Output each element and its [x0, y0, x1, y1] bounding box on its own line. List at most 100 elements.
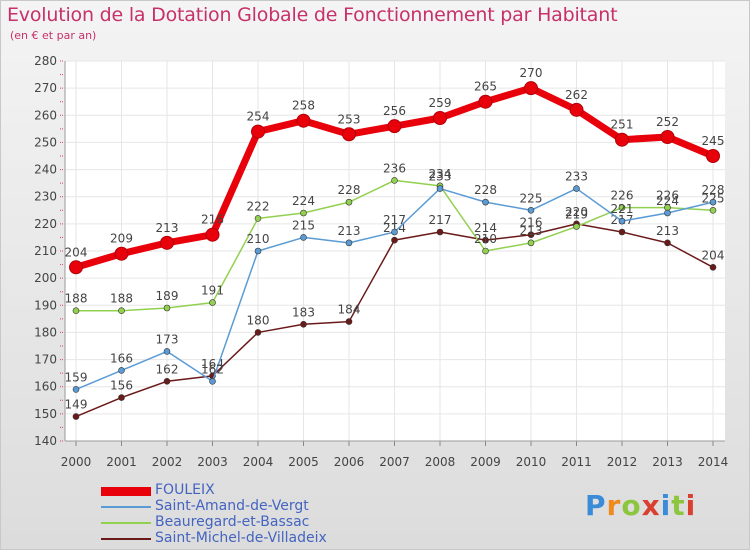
data-label: 254 — [247, 110, 270, 124]
data-point — [436, 228, 444, 236]
data-point — [709, 263, 717, 271]
data-label: 188 — [65, 292, 88, 306]
data-label: 256 — [383, 104, 406, 118]
data-point — [118, 307, 125, 315]
data-label: 209 — [110, 232, 133, 246]
x-tick-label: 2008 — [425, 455, 456, 469]
data-point — [573, 185, 580, 192]
data-point — [660, 130, 675, 144]
data-point — [345, 198, 353, 206]
x-tick-label: 2009 — [470, 455, 501, 469]
data-point — [391, 228, 398, 236]
data-point — [387, 119, 402, 134]
data-point — [300, 320, 307, 328]
data-point — [436, 185, 444, 192]
data-point — [342, 127, 356, 142]
x-tick-label: 2011 — [561, 455, 592, 469]
data-point — [615, 132, 629, 147]
data-point — [114, 246, 129, 261]
x-tick-label: 2000 — [61, 455, 92, 469]
data-label: 265 — [474, 80, 497, 94]
data-label: 216 — [520, 216, 543, 230]
logo-letter: t — [671, 489, 686, 522]
data-label: 162 — [201, 362, 224, 376]
data-label: 225 — [520, 191, 543, 205]
data-label: 149 — [65, 398, 88, 412]
legend-label: Saint-Michel-de-Villadeix — [155, 530, 327, 546]
data-label: 191 — [201, 284, 224, 298]
data-point — [709, 206, 717, 214]
x-tick-label: 2006 — [334, 455, 365, 469]
data-point — [391, 177, 398, 184]
data-point — [527, 239, 535, 247]
data-label: 184 — [338, 303, 361, 317]
data-label: 216 — [201, 213, 224, 227]
data-label: 259 — [429, 96, 452, 110]
x-tick-label: 2001 — [106, 455, 137, 469]
y-tick-label: 280 — [34, 54, 57, 68]
y-tick-label: 260 — [34, 108, 57, 122]
data-point — [118, 367, 125, 374]
x-tick-label: 2010 — [516, 455, 547, 469]
y-tick-label: 210 — [34, 244, 57, 258]
y-tick-label: 160 — [34, 380, 57, 394]
data-point — [300, 234, 307, 241]
y-tick-label: 150 — [34, 407, 57, 421]
data-point — [72, 307, 80, 315]
logo-letter: x — [641, 489, 661, 522]
logo-letter: i — [685, 489, 697, 522]
data-label: 226 — [611, 189, 634, 203]
data-point — [391, 236, 398, 244]
data-point — [478, 94, 493, 109]
data-point — [72, 386, 80, 393]
y-tick-label: 180 — [34, 325, 57, 339]
data-point — [664, 209, 671, 217]
data-label: 188 — [110, 292, 133, 306]
data-label: 217 — [383, 213, 406, 227]
legend-swatch — [101, 506, 151, 508]
data-label: 159 — [65, 370, 88, 384]
data-label: 253 — [338, 112, 361, 126]
y-tick-label: 230 — [34, 190, 57, 204]
data-point — [482, 198, 489, 206]
data-label: 224 — [292, 194, 315, 208]
data-point — [118, 394, 125, 401]
data-label: 164 — [201, 357, 224, 371]
data-point — [527, 231, 535, 239]
data-label: 204 — [702, 248, 725, 262]
data-label: 162 — [156, 362, 179, 376]
data-point — [72, 413, 80, 420]
legend-swatch — [101, 538, 151, 540]
data-label: 217 — [429, 213, 452, 227]
data-point — [618, 217, 626, 225]
y-tick-label: 250 — [34, 135, 57, 149]
data-point — [527, 206, 535, 214]
data-label: 156 — [110, 379, 133, 393]
data-label: 225 — [702, 191, 725, 205]
data-label: 214 — [383, 221, 406, 235]
data-label: 210 — [474, 232, 497, 246]
data-label: 220 — [565, 205, 588, 219]
data-label: 222 — [247, 199, 270, 213]
x-tick-label: 2005 — [288, 455, 319, 469]
data-point — [524, 81, 538, 96]
data-point — [433, 111, 447, 125]
data-point — [345, 239, 353, 247]
y-tick-label: 140 — [34, 434, 57, 448]
data-label: 214 — [474, 221, 497, 235]
data-point — [209, 299, 216, 306]
data-point — [706, 149, 720, 163]
logo-letter: i — [660, 489, 672, 522]
data-point — [296, 113, 311, 128]
legend-swatch — [101, 522, 151, 524]
x-tick-label: 2013 — [652, 455, 683, 469]
data-point — [573, 223, 580, 230]
y-tick-label: 270 — [34, 81, 57, 95]
data-label: 204 — [65, 245, 88, 259]
data-point — [209, 377, 216, 385]
data-point — [482, 247, 489, 255]
